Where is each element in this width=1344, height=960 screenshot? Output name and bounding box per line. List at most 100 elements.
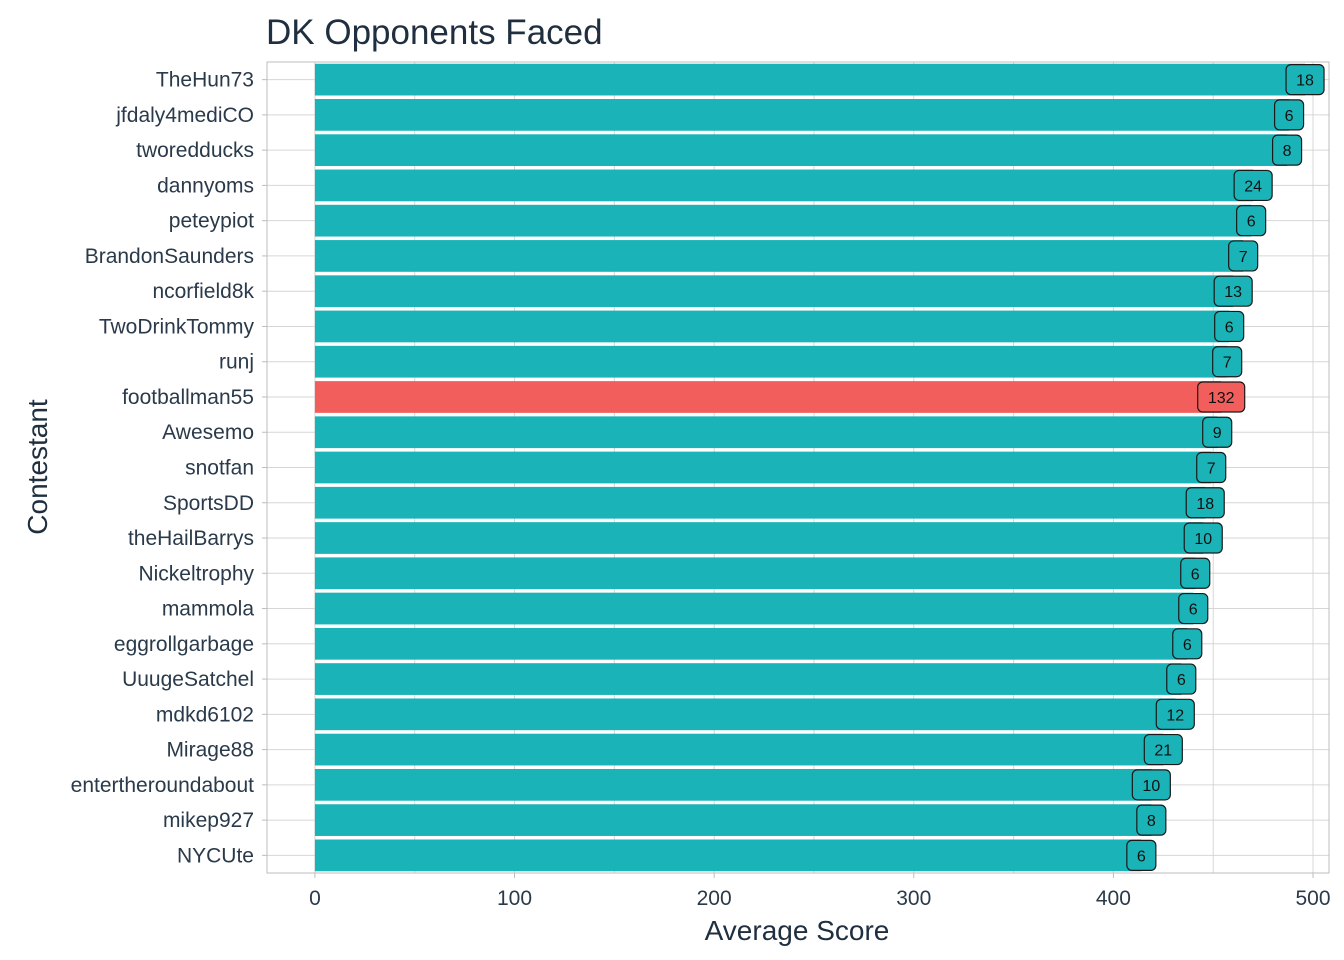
data-label: 6 <box>1183 637 1192 654</box>
data-label-box <box>1172 628 1203 660</box>
data-label: 8 <box>1147 813 1156 830</box>
data-label-box <box>1213 275 1253 307</box>
bars <box>314 63 1306 872</box>
data-label: 7 <box>1239 249 1248 266</box>
x-tick-label: 400 <box>1096 887 1131 910</box>
x-tick-label: 300 <box>896 887 931 910</box>
data-label-box <box>1183 522 1223 554</box>
y-category-label: Awesemo <box>162 421 254 444</box>
bar <box>314 134 1288 167</box>
data-label-box <box>1143 733 1183 766</box>
data-label: 6 <box>1189 602 1198 619</box>
data-label-box <box>1233 169 1273 202</box>
data-label: 18 <box>1296 73 1314 90</box>
data-label: 6 <box>1225 319 1234 336</box>
data-label-box <box>1273 99 1305 131</box>
x-tick-label: 0 <box>309 887 321 910</box>
data-label-box <box>1126 839 1157 871</box>
data-label: 132 <box>1208 390 1235 407</box>
y-axis-categories: TheHun73 jfdaly4mediCO tworedducks dannyoms… <box>71 69 267 867</box>
data-label-box <box>1131 769 1171 801</box>
bar <box>314 310 1230 343</box>
data-label: 21 <box>1154 743 1172 760</box>
y-category-label: footballman55 <box>122 386 254 409</box>
data-label-box <box>1271 134 1303 166</box>
plot-panel <box>266 61 1330 874</box>
bar <box>314 663 1182 695</box>
data-label-box <box>1202 416 1233 448</box>
y-category-label: Mirage88 <box>166 739 254 762</box>
y-category-label: NYCUte <box>177 844 254 867</box>
data-label: 18 <box>1196 496 1214 513</box>
bar <box>314 416 1218 449</box>
bar <box>314 768 1152 801</box>
data-label-box <box>1197 381 1246 413</box>
data-label: 13 <box>1224 284 1242 301</box>
bar <box>314 592 1194 625</box>
bar <box>314 381 1222 413</box>
y-category-label: mdkd6102 <box>156 703 254 726</box>
data-label: 8 <box>1283 143 1292 160</box>
y-category-label: BrandonSaunders <box>85 245 254 268</box>
bar <box>314 169 1254 202</box>
bar <box>314 804 1152 836</box>
bar <box>314 486 1206 519</box>
y-category-label: theHailBarrys <box>128 527 254 550</box>
x-axis-ticks: 0 100 200 300 400 500 <box>309 873 1331 910</box>
data-labels: 18 6 8 24 6 7 13 6 7 132 9 7 18 10 6 6 6 6 12 21 10 8 6 <box>1126 64 1325 871</box>
data-label-box <box>1185 487 1225 519</box>
y-category-label: TheHun73 <box>156 69 254 92</box>
data-label: 10 <box>1194 531 1212 548</box>
y-category-label: SportsDD <box>163 492 254 515</box>
data-label: 6 <box>1177 672 1186 689</box>
chart-title: DK Opponents Faced <box>266 13 603 52</box>
data-label: 7 <box>1207 461 1216 478</box>
data-label: 7 <box>1223 355 1232 372</box>
data-label-box <box>1285 64 1325 96</box>
bar <box>314 63 1306 96</box>
bar <box>314 240 1244 272</box>
data-label-box <box>1212 346 1243 378</box>
y-category-label: runj <box>219 351 254 374</box>
y-category-label: peteypiot <box>169 210 254 233</box>
y-category-label: dannyoms <box>157 174 254 197</box>
data-label-box <box>1228 240 1259 272</box>
bar <box>314 733 1164 766</box>
data-label-box <box>1166 663 1197 695</box>
y-category-label: eggrollgarbage <box>114 633 254 656</box>
y-category-label: jfdaly4mediCO <box>115 104 254 127</box>
x-tick-label: 100 <box>497 887 532 910</box>
bar <box>314 451 1212 484</box>
bar <box>314 345 1228 378</box>
y-category-label: mikep927 <box>163 809 254 832</box>
y-category-label: TwoDrinkTommy <box>99 315 255 338</box>
bar <box>314 99 1290 131</box>
y-category-label: UuugeSatchel <box>122 668 254 691</box>
data-label-box <box>1155 698 1195 730</box>
data-label-box <box>1178 592 1209 625</box>
bar <box>314 557 1196 590</box>
y-category-label: tworedducks <box>136 139 254 162</box>
y-category-label: ncorfield8k <box>152 280 254 303</box>
data-label-box <box>1236 205 1267 237</box>
bar <box>314 839 1142 872</box>
x-axis-title: Average Score <box>705 915 890 946</box>
data-label: 9 <box>1213 425 1222 442</box>
data-label: 24 <box>1244 178 1262 195</box>
data-label-box <box>1214 310 1245 343</box>
y-category-label: mammola <box>162 598 255 621</box>
data-label: 6 <box>1285 108 1294 125</box>
x-tick-label: 500 <box>1296 887 1331 910</box>
data-label: 6 <box>1247 214 1256 231</box>
data-label-box <box>1180 557 1211 589</box>
bar <box>314 275 1234 308</box>
data-label: 10 <box>1142 778 1160 795</box>
data-label: 6 <box>1191 566 1200 583</box>
data-label-box <box>1196 451 1227 484</box>
bar <box>314 204 1252 237</box>
y-category-label: Nickeltrophy <box>138 562 254 585</box>
bar <box>314 627 1188 660</box>
bar <box>314 698 1176 731</box>
